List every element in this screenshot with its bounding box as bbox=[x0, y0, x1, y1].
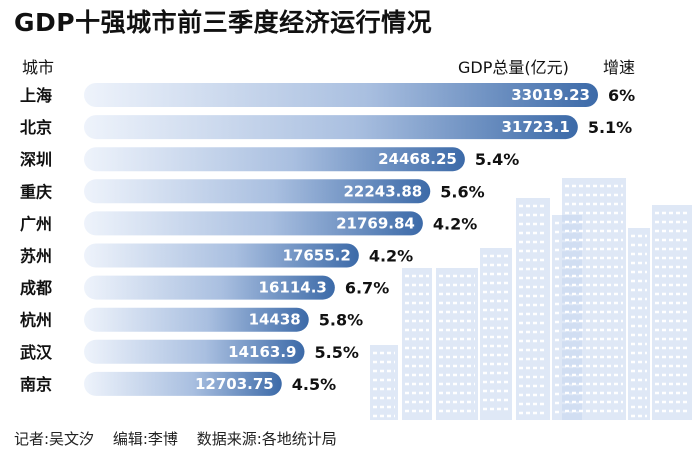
city-label: 成都 bbox=[20, 279, 52, 298]
chart-title: GDP十强城市前三季度经济运行情况 bbox=[14, 8, 433, 37]
building-shape bbox=[562, 178, 626, 420]
building-shape bbox=[402, 268, 432, 420]
building-shape bbox=[628, 228, 650, 420]
growth-rate-label: 6% bbox=[608, 86, 635, 105]
growth-rate-label: 5.5% bbox=[314, 343, 358, 362]
growth-rate-label: 5.8% bbox=[319, 311, 363, 330]
gdp-value-label: 24468.25 bbox=[378, 150, 457, 168]
editor-credit: 编辑:李博 bbox=[112, 430, 178, 448]
gdp-value-label: 31723.1 bbox=[501, 118, 569, 136]
gdp-bar bbox=[84, 371, 282, 396]
growth-rate-label: 5.1% bbox=[588, 118, 632, 137]
city-label: 武汉 bbox=[20, 343, 53, 362]
gdp-value-label: 16114.3 bbox=[259, 279, 327, 297]
building-shape bbox=[436, 268, 478, 420]
building-shape bbox=[370, 345, 398, 420]
gdp-value-label: 12703.75 bbox=[195, 375, 274, 393]
growth-rate-label: 4.5% bbox=[292, 375, 336, 394]
credits-footer: 记者:吴文汐 编辑:李博 数据来源:各地统计局 bbox=[14, 428, 351, 449]
growth-rate-label: 4.2% bbox=[433, 214, 477, 233]
gdp-bar bbox=[84, 83, 598, 107]
gdp-value-label: 21769.84 bbox=[336, 214, 415, 232]
growth-rate-label: 6.7% bbox=[345, 279, 389, 298]
gdp-value-label: 14163.9 bbox=[228, 343, 296, 361]
city-label: 北京 bbox=[20, 118, 52, 137]
city-label: 杭州 bbox=[20, 311, 52, 330]
city-label: 深圳 bbox=[20, 150, 52, 169]
city-label: 南京 bbox=[20, 375, 52, 394]
gdp-column-header: GDP总量(亿元) bbox=[458, 58, 569, 77]
gdp-value-label: 14438 bbox=[249, 311, 301, 329]
gdp-value-label: 17655.2 bbox=[283, 247, 351, 265]
gdp-bar bbox=[84, 211, 423, 236]
city-skyline-illustration bbox=[370, 178, 692, 420]
city-label: 上海 bbox=[20, 86, 52, 105]
gdp-bar bbox=[84, 339, 305, 364]
growth-rate-label: 5.4% bbox=[475, 150, 519, 169]
gdp-bar bbox=[84, 275, 335, 300]
gdp-bar bbox=[84, 307, 309, 332]
growth-rate-label: 4.2% bbox=[369, 247, 413, 266]
reporter-credit: 记者:吴文汐 bbox=[14, 430, 95, 448]
data-source: 数据来源:各地统计局 bbox=[196, 430, 337, 448]
gdp-value-label: 33019.23 bbox=[511, 86, 590, 104]
city-label: 重庆 bbox=[20, 182, 52, 201]
gdp-bar bbox=[84, 179, 431, 204]
gdp-bar bbox=[84, 147, 465, 172]
city-label: 广州 bbox=[20, 214, 52, 233]
building-shape bbox=[516, 198, 550, 420]
growth-column-header: 增速 bbox=[603, 58, 636, 77]
gdp-bar bbox=[84, 243, 359, 268]
gdp-bar bbox=[84, 115, 578, 140]
city-column-header: 城市 bbox=[22, 58, 55, 77]
bars-group: 上海 33019.23 6% 北京 31723.1 5.1% 深圳 24468.25 5.4% 重… bbox=[20, 83, 635, 396]
city-label: 苏州 bbox=[20, 247, 52, 266]
gdp-value-label: 22243.88 bbox=[343, 182, 422, 200]
growth-rate-label: 5.6% bbox=[440, 182, 484, 201]
